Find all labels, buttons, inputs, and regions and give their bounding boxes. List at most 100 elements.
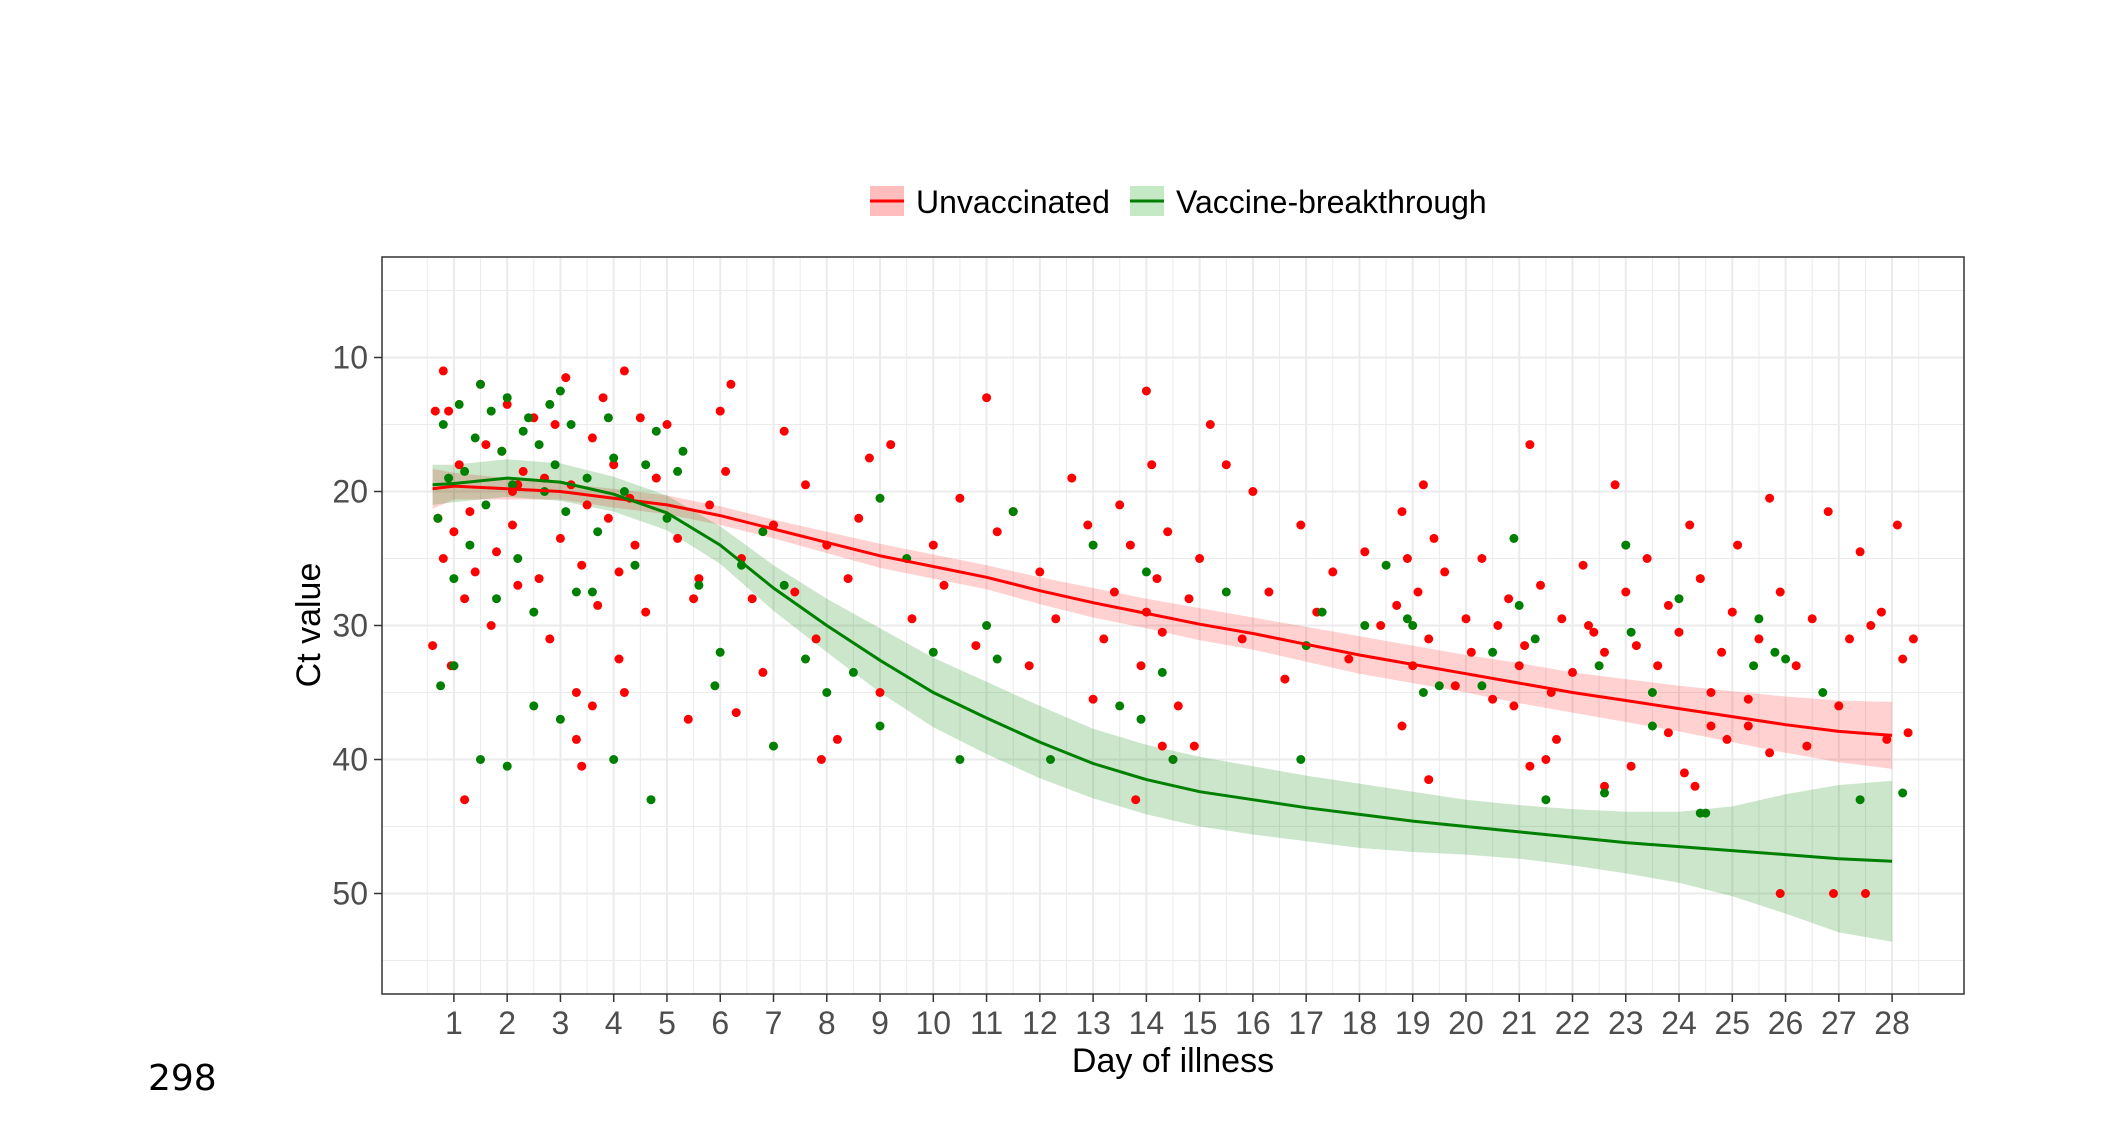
- point-unvaccinated: [1610, 480, 1620, 490]
- point-unvaccinated: [1173, 701, 1183, 711]
- point-unvaccinated: [550, 420, 560, 429]
- point-vaccine-breakthrough: [571, 587, 581, 597]
- point-unvaccinated: [465, 507, 475, 517]
- legend-label-vaccine-breakthrough: Vaccine-breakthrough: [1176, 184, 1487, 220]
- point-vaccine-breakthrough: [1157, 667, 1167, 677]
- point-unvaccinated: [571, 734, 581, 744]
- point-unvaccinated: [571, 688, 581, 697]
- point-vaccine-breakthrough: [1360, 621, 1370, 630]
- point-unvaccinated: [1413, 587, 1423, 597]
- y-tick-label: 50: [332, 876, 368, 912]
- point-unvaccinated: [1908, 634, 1918, 644]
- point-unvaccinated: [1067, 473, 1077, 483]
- point-vaccine-breakthrough: [518, 426, 528, 436]
- point-unvaccinated: [460, 594, 470, 604]
- point-unvaccinated: [1584, 621, 1593, 630]
- point-unvaccinated: [1765, 493, 1775, 503]
- point-vaccine-breakthrough: [1600, 788, 1609, 798]
- legend-label-unvaccinated: Unvaccinated: [916, 184, 1110, 220]
- point-unvaccinated: [438, 366, 448, 376]
- x-axis-title: Day of illness: [1072, 1042, 1274, 1080]
- point-vaccine-breakthrough: [1898, 788, 1908, 798]
- point-unvaccinated: [1685, 520, 1695, 530]
- point-unvaccinated: [603, 513, 613, 523]
- point-vaccine-breakthrough: [603, 413, 613, 423]
- fit-lines: [432, 476, 1893, 863]
- point-vaccine-breakthrough: [555, 386, 565, 396]
- point-unvaccinated: [1520, 641, 1530, 651]
- point-unvaccinated: [1861, 889, 1870, 898]
- point-unvaccinated: [731, 708, 741, 718]
- x-tick-label: 16: [1235, 1005, 1271, 1041]
- point-vaccine-breakthrough: [1530, 634, 1540, 644]
- point-unvaccinated: [577, 560, 587, 570]
- grid-lines: [382, 257, 1964, 994]
- point-unvaccinated: [1589, 627, 1599, 637]
- point-unvaccinated: [1855, 547, 1865, 557]
- point-unvaccinated: [1088, 694, 1098, 704]
- point-vaccine-breakthrough: [436, 681, 446, 691]
- point-unvaccinated: [747, 594, 757, 604]
- point-unvaccinated: [1147, 460, 1157, 470]
- point-vaccine-breakthrough: [1509, 533, 1519, 543]
- point-unvaccinated: [1754, 634, 1764, 644]
- point-vaccine-breakthrough: [609, 453, 619, 463]
- point-unvaccinated: [1695, 574, 1705, 584]
- point-unvaccinated: [1083, 520, 1093, 530]
- x-tick-label: 13: [1075, 1005, 1111, 1041]
- point-unvaccinated: [1099, 634, 1109, 644]
- point-unvaccinated: [641, 607, 651, 617]
- x-tick-label: 15: [1182, 1005, 1218, 1041]
- point-unvaccinated: [1264, 587, 1274, 597]
- x-tick-label: 28: [1874, 1005, 1910, 1041]
- point-unvaccinated: [630, 540, 640, 550]
- point-vaccine-breakthrough: [561, 507, 571, 517]
- point-unvaccinated: [1621, 587, 1631, 597]
- point-unvaccinated: [587, 701, 597, 711]
- point-unvaccinated: [816, 755, 826, 764]
- point-unvaccinated: [1775, 889, 1785, 898]
- point-vaccine-breakthrough: [1674, 594, 1684, 604]
- x-tick-label: 27: [1821, 1005, 1857, 1041]
- point-unvaccinated: [1525, 761, 1535, 771]
- point-unvaccinated: [1674, 627, 1684, 637]
- point-unvaccinated: [1248, 487, 1258, 496]
- point-unvaccinated: [683, 714, 693, 724]
- point-vaccine-breakthrough: [1408, 621, 1418, 630]
- point-unvaccinated: [609, 460, 619, 470]
- point-vaccine-breakthrough: [758, 527, 768, 537]
- x-tick-label: 12: [1022, 1005, 1058, 1041]
- point-vaccine-breakthrough: [545, 399, 555, 409]
- x-tick-label: 4: [605, 1005, 623, 1041]
- point-vaccine-breakthrough: [1136, 714, 1146, 724]
- y-tick-label: 30: [332, 608, 368, 644]
- point-unvaccinated: [1237, 634, 1247, 644]
- point-vaccine-breakthrough: [1402, 614, 1412, 624]
- point-unvaccinated: [582, 500, 592, 510]
- point-unvaccinated: [1578, 560, 1588, 570]
- point-vaccine-breakthrough: [710, 681, 720, 691]
- point-unvaccinated: [513, 580, 523, 590]
- point-unvaccinated: [1509, 701, 1519, 711]
- point-unvaccinated: [843, 574, 853, 584]
- point-unvaccinated: [598, 393, 608, 403]
- point-unvaccinated: [1903, 728, 1913, 738]
- point-unvaccinated: [1450, 681, 1460, 691]
- point-vaccine-breakthrough: [465, 540, 475, 550]
- point-unvaccinated: [875, 688, 885, 697]
- point-unvaccinated: [1807, 614, 1817, 624]
- point-unvaccinated: [502, 399, 512, 409]
- point-vaccine-breakthrough: [476, 755, 485, 764]
- point-unvaccinated: [444, 406, 454, 416]
- point-unvaccinated: [1440, 567, 1450, 577]
- point-unvaccinated: [561, 373, 571, 383]
- y-tick-label: 40: [332, 742, 368, 778]
- point-unvaccinated: [1722, 734, 1732, 744]
- x-tick-label: 9: [871, 1005, 889, 1041]
- confidence-bands: [432, 459, 1893, 942]
- point-unvaccinated: [790, 587, 800, 597]
- x-tick-label: 22: [1555, 1005, 1591, 1041]
- point-vaccine-breakthrough: [486, 406, 496, 416]
- x-tick-label: 10: [916, 1005, 952, 1041]
- point-vaccine-breakthrough: [529, 607, 539, 617]
